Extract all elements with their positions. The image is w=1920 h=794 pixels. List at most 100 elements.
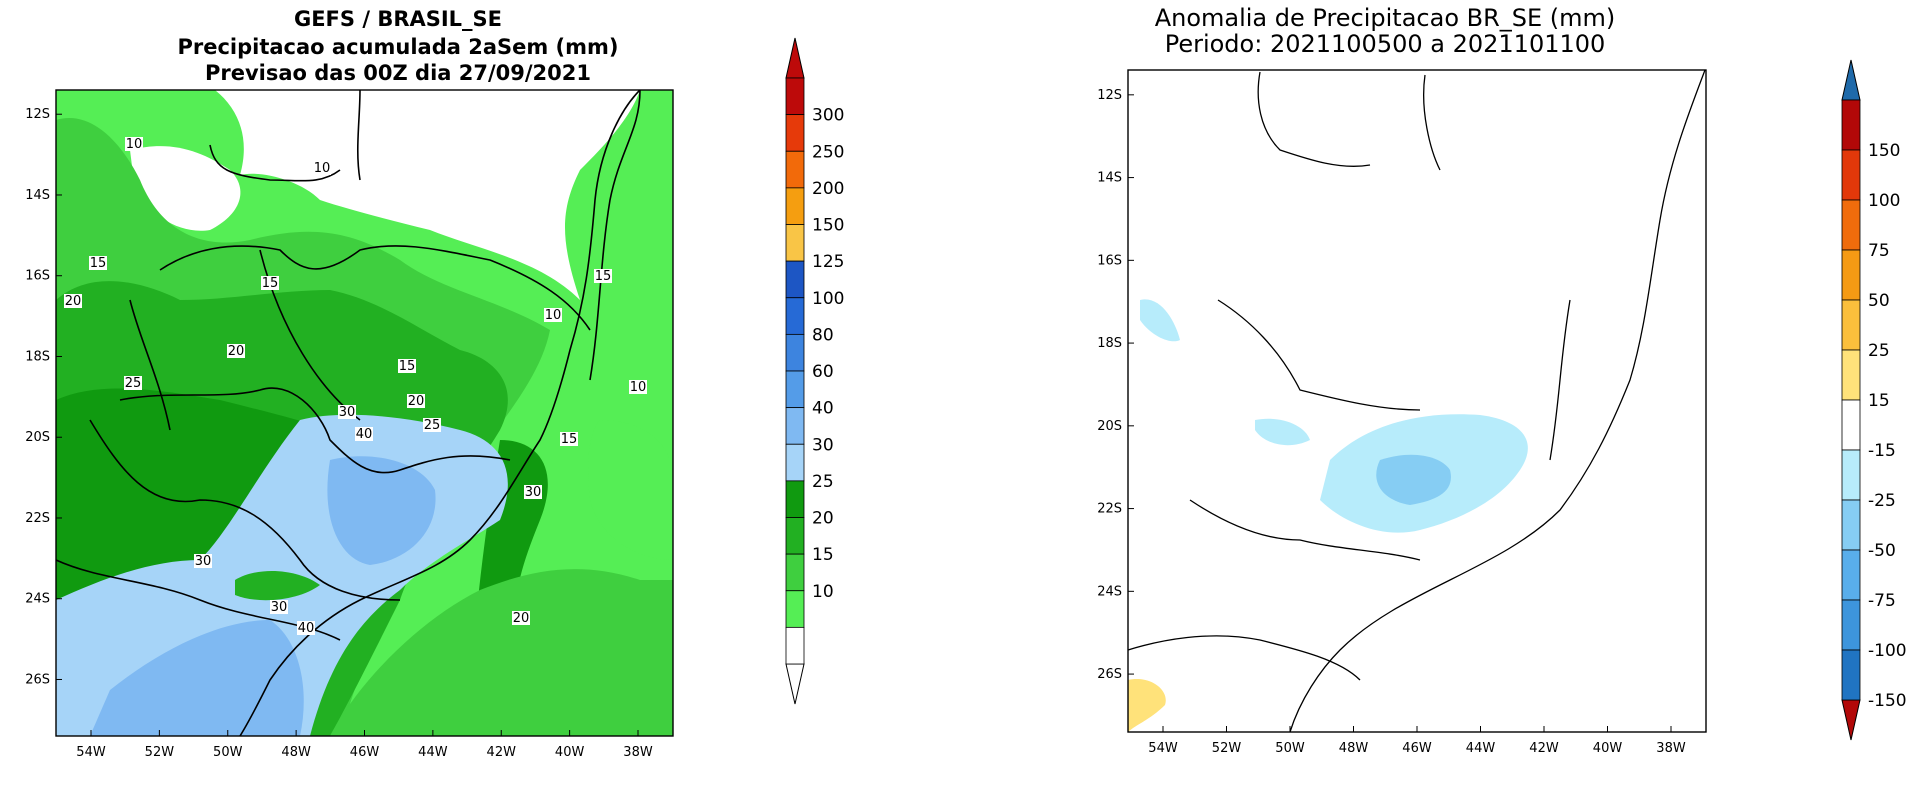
- left-lon-tick-label: 54W: [76, 745, 106, 760]
- right-lon-tick-label: 54W: [1148, 741, 1178, 756]
- right-lon-tick-label: 50W: [1275, 741, 1305, 756]
- right-lon-tick-label: 46W: [1402, 741, 1432, 756]
- left-lon-tick-label: 40W: [555, 745, 585, 760]
- colorbar-segment: [785, 443, 805, 482]
- contour-label-box: [544, 308, 562, 322]
- colorbar-top-triangle: [1841, 59, 1861, 101]
- contour-label: 20: [408, 394, 425, 409]
- colorbar-label: 20: [812, 509, 834, 529]
- contour-label-box: [407, 394, 425, 408]
- colorbar-segment: [785, 224, 805, 262]
- colorbar-label: 15: [1868, 391, 1890, 411]
- anomaly-small-patch: [1255, 418, 1310, 446]
- anomaly-25-50-core: [1376, 454, 1451, 505]
- contour-label: 25: [125, 376, 142, 391]
- colorbar-segment: [785, 370, 805, 409]
- contour-label: 20: [65, 294, 82, 309]
- colorbar-label: 40: [812, 399, 834, 419]
- right-anomaly-map: Anomalia de Precipitacao BR_SE (mm) Peri…: [1097, 4, 1907, 756]
- colorbar-label: 50: [1868, 291, 1890, 311]
- right-lat-tick-label: 16S: [1097, 253, 1122, 268]
- colorbar-label: 25: [812, 472, 834, 492]
- colorbar-segment: [785, 626, 805, 665]
- contour-label-box: [194, 554, 212, 568]
- left-title-line-3: Previsao das 00Z dia 27/09/2021: [205, 61, 591, 85]
- left-lon-ticks: 54W 52W 50W 48W 46W 44W 42W 40W 38W: [76, 730, 653, 760]
- right-lat-tick-label: 14S: [1097, 171, 1122, 186]
- left-colorbar: 300 250 200 150 125 100 80 60 40 30 25 20 15 10: [785, 37, 844, 705]
- colorbar-segment: [785, 590, 805, 628]
- colorbar-label: 150: [812, 216, 844, 236]
- contour-label: 25: [424, 418, 441, 433]
- contour-label-box: [227, 344, 245, 358]
- contour-label: 15: [561, 432, 578, 447]
- colorbar-label: 250: [812, 142, 844, 162]
- state-borders-left: [55, 89, 641, 641]
- colorbar-segment: [1841, 299, 1861, 351]
- right-lon-tick-label: 40W: [1593, 741, 1623, 756]
- state-borders-right: [1127, 71, 1571, 681]
- left-lat-tick-label: 26S: [25, 672, 50, 687]
- contour-label: 30: [339, 405, 356, 420]
- contour-label: 10: [545, 308, 562, 323]
- colorbar-segment: [785, 407, 805, 445]
- contour-label: 30: [525, 485, 542, 500]
- colorbar-bottom-triangle: [785, 663, 805, 705]
- contour-label-box: [261, 276, 279, 290]
- colorbar-label: 100: [1868, 191, 1900, 211]
- left-lat-tick-label: 12S: [25, 107, 50, 122]
- left-lon-tick-label: 38W: [623, 745, 653, 760]
- contour-label-box: [355, 427, 373, 441]
- right-lat-tick-label: 20S: [1097, 419, 1122, 434]
- colorbar-segment: [785, 77, 805, 116]
- contour-label-box: [64, 294, 82, 308]
- left-title-line-2: Precipitacao acumulada 2aSem (mm): [177, 35, 618, 59]
- colorbar-label: 15: [812, 545, 834, 565]
- right-map-field: [1127, 69, 1707, 733]
- contour-label-box: [512, 611, 530, 625]
- contour-label-box: [338, 405, 356, 419]
- colorbar-label: 30: [812, 435, 834, 455]
- contour-label-box: [270, 600, 288, 614]
- contour-label: 15: [90, 256, 107, 271]
- contour-label-box: [124, 376, 142, 390]
- left-lon-tick-label: 50W: [213, 745, 243, 760]
- colorbar-top-triangle: [785, 37, 805, 79]
- right-title-line-1: Anomalia de Precipitacao BR_SE (mm): [1155, 4, 1616, 32]
- contour-label-box: [313, 161, 331, 175]
- right-lon-tick-label: 38W: [1656, 741, 1686, 756]
- anomaly-west-patch: [1140, 299, 1180, 342]
- colorbar-label: 75: [1868, 241, 1890, 261]
- left-lat-tick-label: 24S: [25, 592, 50, 607]
- colorbar-label: -75: [1868, 591, 1896, 611]
- colorbar-label: 150: [1868, 141, 1900, 161]
- colorbar-bottom-triangle: [1841, 699, 1861, 741]
- contour-label: 10: [630, 380, 647, 395]
- colorbar-segment: [785, 114, 805, 152]
- colorbar-segment: [785, 480, 805, 518]
- contour-label: 40: [298, 621, 315, 636]
- left-lat-ticks: 12S 14S 16S 18S 20S 22S 24S 26S: [25, 107, 62, 687]
- right-lon-tick-label: 42W: [1529, 741, 1559, 756]
- colorbar-label: 25: [1868, 341, 1890, 361]
- colorbar-segment: [1841, 349, 1861, 401]
- contour-label: 15: [595, 269, 612, 284]
- coastline-left: [239, 89, 641, 737]
- colorbar-segment: [1841, 99, 1861, 151]
- left-lon-tick-label: 46W: [350, 745, 380, 760]
- contour-label-box: [524, 485, 542, 499]
- left-lon-tick-label: 48W: [281, 745, 311, 760]
- colorbar-segment: [1841, 449, 1861, 501]
- colorbar-label: 125: [812, 252, 844, 272]
- contour-label-box: [125, 137, 143, 151]
- right-lon-tick-label: 48W: [1339, 741, 1369, 756]
- contour-label: 15: [399, 359, 416, 374]
- colorbar-label: -150: [1868, 691, 1907, 711]
- field-15-east: [588, 420, 673, 560]
- field-20-southeast: [330, 569, 673, 736]
- contour-label: 40: [356, 427, 373, 442]
- colorbar-segment: [785, 187, 805, 225]
- colorbar-segment: [1841, 399, 1861, 451]
- colorbar-segment: [785, 517, 805, 555]
- field-no-rain-north: [130, 146, 241, 231]
